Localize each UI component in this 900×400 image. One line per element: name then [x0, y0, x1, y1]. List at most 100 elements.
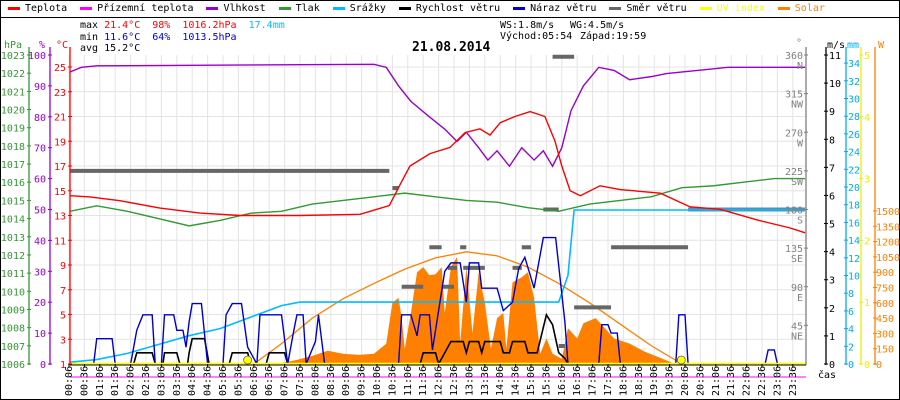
- solar-axis-tick-label: 0: [876, 360, 882, 371]
- hpa-axis-tick-label: 1015: [1, 196, 25, 207]
- legend-label: Tlak: [295, 3, 320, 14]
- legend-swatch: [609, 7, 622, 10]
- temperature-axis-tick-label: 7: [60, 286, 66, 297]
- hpa-axis-tick-label: 1016: [1, 178, 25, 189]
- legend-label: Přízemní teplota: [97, 3, 194, 14]
- temperature-axis-tick-label: 17: [54, 162, 66, 173]
- direction-axis-name: NW: [791, 100, 804, 111]
- time-tick-label: 22:06: [742, 366, 753, 396]
- legend-swatch: [699, 7, 712, 10]
- legend-item: Rychlost větru: [398, 3, 500, 14]
- time-tick-label: 23:06: [772, 366, 783, 396]
- wind-speed-stat: WS:1.8m/s: [500, 20, 555, 31]
- wind-speed-line: [69, 312, 806, 367]
- solar-axis-tick-label: 1050: [876, 253, 900, 264]
- sunrise-stat: Východ:05:54: [500, 31, 573, 42]
- humidity-axis-tick-label: 50: [34, 206, 46, 217]
- legend-label: Solar: [794, 3, 825, 14]
- time-tick-label: 21:06: [711, 366, 722, 396]
- max-humidity: 98%: [152, 20, 171, 31]
- hpa-axis-tick-label: 1021: [1, 87, 25, 98]
- chart-title: 21.08.2014: [412, 40, 491, 55]
- wind-axis-tick-label: 4: [829, 248, 835, 259]
- avg-label: avg: [80, 43, 99, 54]
- legend-swatch: [513, 7, 526, 10]
- direction-axis-tick-label: 135: [785, 244, 803, 255]
- time-tick-label: 08:36: [326, 366, 337, 396]
- temperature-axis-tick-label: 15: [54, 187, 66, 198]
- wind-axis-tick-label: 7: [829, 163, 835, 174]
- direction-axis-tick-label: 90: [791, 283, 803, 294]
- uv-axis-tick-label: 1: [864, 298, 870, 309]
- rain-axis-tick-label: 24: [848, 148, 860, 159]
- time-tick-label: 11:36: [418, 366, 429, 396]
- direction-axis-tick-label: 45: [791, 321, 803, 332]
- solar-axis-tick-label: 750: [876, 284, 894, 295]
- wind-axis-tick-label: 5: [829, 220, 835, 231]
- solar-axis-tick-label: 150: [876, 345, 894, 356]
- hpa-axis-tick-label: 1008: [1, 324, 25, 335]
- temperature-axis-tick-label: 5: [60, 311, 66, 322]
- time-tick-label: 18:36: [634, 366, 645, 396]
- rain-axis-tick-label: 22: [848, 165, 860, 176]
- stats-max-row: max 21.4°C 98% 1016.2hPa 17.4mm: [80, 20, 285, 31]
- humidity-axis-tick-label: 20: [34, 298, 46, 309]
- uv-axis-tick-label: 4: [864, 113, 870, 124]
- legend-item: Vlhkost: [206, 3, 266, 14]
- time-tick-label: 20:06: [680, 366, 691, 396]
- solar-axis-tick-label: 600: [876, 299, 894, 310]
- rain-axis-unit: mm: [847, 40, 859, 51]
- min-pressure: 1013.5hPa: [182, 32, 237, 43]
- hpa-axis-tick-label: 1020: [1, 106, 25, 117]
- temperature-axis-tick-label: 9: [60, 261, 66, 272]
- min-temp: 11.6°C: [104, 32, 141, 43]
- humidity-axis-tick-label: 40: [34, 236, 46, 247]
- humidity-axis-tick-label: 0: [40, 360, 46, 371]
- uv-axis-tick-label: 5: [864, 51, 870, 62]
- avg-temp: 15.2°C: [104, 43, 141, 54]
- time-tick-label: 07:06: [280, 366, 291, 396]
- humidity-axis-tick-label: 70: [34, 144, 46, 155]
- rain-axis-tick-label: 16: [848, 218, 860, 229]
- time-tick-label: 11:06: [403, 366, 414, 396]
- hpa-axis-tick-label: 1009: [1, 305, 25, 316]
- rain-axis-tick-label: 26: [848, 130, 860, 141]
- stats-min-row: min 11.6°C 64% 1013.5hPa: [80, 32, 237, 43]
- time-tick-label: 23:36: [788, 366, 799, 396]
- sun-marker: [243, 355, 252, 365]
- legend-swatch: [80, 7, 93, 10]
- hpa-axis-tick-label: 1014: [1, 215, 25, 226]
- direction-axis-name: SE: [791, 254, 803, 265]
- wind-axis-tick-label: 11: [829, 51, 841, 62]
- direction-axis-name: W: [797, 138, 804, 149]
- temperature-axis-tick-label: 21: [54, 113, 66, 124]
- min-label: min: [80, 32, 99, 43]
- legend-label: UV index: [716, 3, 765, 14]
- rain-axis-tick-label: 20: [848, 183, 860, 194]
- time-tick-label: 15:06: [526, 366, 537, 396]
- legend-label: Směr větru: [626, 3, 687, 14]
- time-tick-label: 00:06: [64, 366, 75, 396]
- legend-swatch: [398, 7, 411, 10]
- rain-axis-tick-label: 30: [848, 95, 860, 106]
- wind-gust-line: [69, 236, 806, 367]
- hpa-axis-tick-label: 1018: [1, 142, 25, 153]
- stats-avg-row: avg 15.2°C: [80, 43, 140, 54]
- legend-swatch: [777, 7, 790, 10]
- rain-axis-tick-label: 2: [848, 342, 854, 353]
- time-axis-label: čas: [818, 369, 836, 381]
- solar-measured-area: [263, 256, 682, 364]
- time-tick-label: 00:36: [79, 366, 90, 396]
- humidity-axis-tick-label: 10: [34, 329, 46, 340]
- time-tick-label: 12:36: [449, 366, 460, 396]
- hpa-axis-tick-label: 1007: [1, 342, 25, 353]
- legend-swatch: [8, 7, 20, 10]
- wind-axis-tick-label: 2: [829, 304, 835, 315]
- rain-axis-tick-label: 34: [848, 59, 860, 70]
- time-tick-label: 09:36: [357, 366, 368, 396]
- temperature-axis-tick-label: 25: [54, 63, 66, 74]
- humidity-axis-tick-label: 100: [28, 51, 46, 62]
- direction-axis-name: SW: [791, 177, 804, 188]
- temperature-axis-tick-label: 13: [54, 212, 66, 223]
- hpa-axis-tick-label: 1022: [1, 69, 25, 80]
